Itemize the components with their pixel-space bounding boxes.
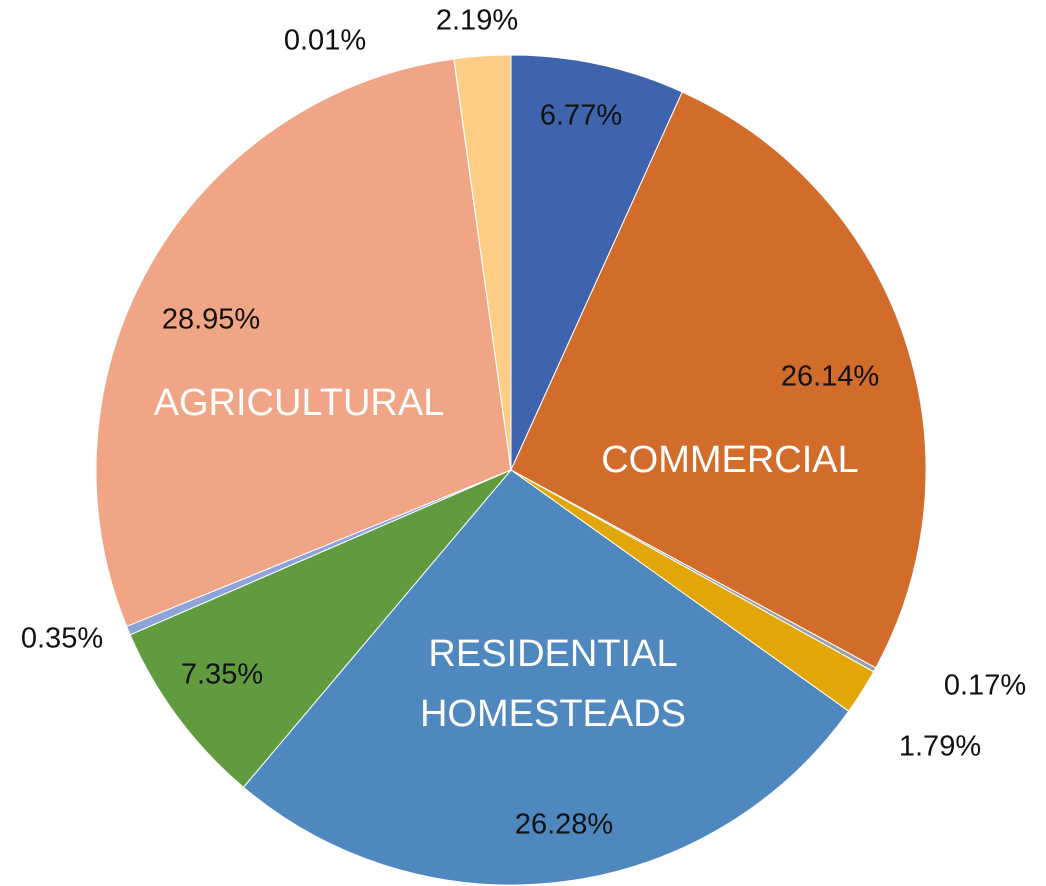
value-label: 6.77%: [540, 100, 622, 132]
pie-slice: [453, 54, 512, 471]
value-label: 0.01%: [284, 25, 366, 57]
value-label: 7.35%: [181, 659, 263, 691]
value-label: 2.19%: [436, 5, 518, 37]
value-label: 0.17%: [944, 670, 1026, 702]
value-label: 26.14%: [781, 361, 879, 393]
pie-slice: [95, 58, 512, 628]
value-label: 28.95%: [162, 304, 260, 336]
value-label: 1.79%: [899, 731, 981, 763]
category-label: COMMERCIAL: [601, 439, 859, 481]
pie-slice: [510, 91, 927, 669]
pie-slice: [242, 469, 850, 886]
value-label: 26.28%: [515, 809, 613, 841]
pie-slice: [510, 54, 683, 471]
category-label: AGRICULTURAL: [154, 382, 445, 424]
pie-slice: [129, 469, 512, 788]
category-label: RESIDENTIAL HOMESTEADS: [420, 633, 686, 735]
value-label: 0.35%: [21, 623, 103, 655]
